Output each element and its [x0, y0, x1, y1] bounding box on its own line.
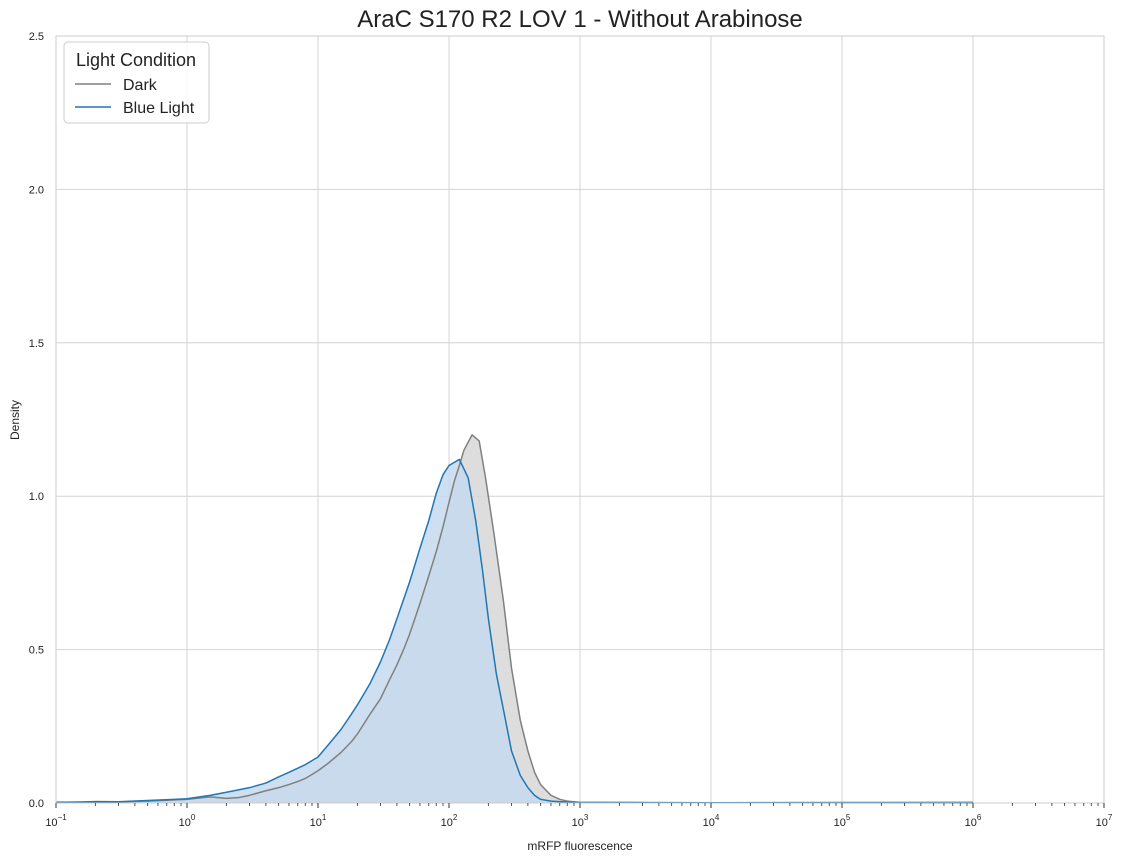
legend-box — [63, 41, 210, 124]
series-line-blue-light — [55, 458, 974, 804]
y-axis-label: Density — [8, 400, 22, 440]
legend-label-dark: Dark — [123, 77, 158, 94]
series-line-dark — [55, 434, 974, 804]
legend: Light Condition Dark Blue Light — [63, 41, 210, 124]
x-tick-label: 10−1 — [45, 813, 67, 829]
chart-title: AraC S170 R2 LOV 1 - Without Arabinose — [357, 6, 803, 33]
y-tick-label: 0.0 — [29, 798, 44, 810]
x-tick-label: 102 — [441, 813, 458, 829]
y-tick-label: 2.0 — [29, 184, 44, 196]
x-axis-label: mRFP fluorescence — [527, 839, 632, 853]
x-tick-label: 105 — [834, 813, 851, 829]
x-ticks: 10−1 100 101 102 103 104 105 106 107 — [45, 803, 1113, 829]
series-fill-dark — [56, 434, 973, 803]
y-tick-label: 1.5 — [29, 338, 44, 350]
x-minor-ticks — [94, 803, 1099, 806]
y-ticks: 0.0 0.5 1.0 1.5 2.0 2.5 — [29, 31, 44, 810]
x-tick-label: 107 — [1096, 813, 1113, 829]
y-tick-label: 1.0 — [29, 491, 44, 503]
x-tick-label: 101 — [310, 813, 327, 829]
x-tick-label: 100 — [179, 813, 196, 829]
legend-label-blue-light: Blue Light — [123, 100, 195, 117]
area-series — [55, 434, 974, 804]
y-tick-label: 2.5 — [29, 31, 44, 43]
x-tick-label: 106 — [965, 813, 982, 829]
x-tick-label: 104 — [703, 813, 720, 829]
y-tick-label: 0.5 — [29, 645, 44, 657]
x-tick-label: 103 — [572, 813, 589, 829]
legend-title: Light Condition — [76, 50, 196, 70]
